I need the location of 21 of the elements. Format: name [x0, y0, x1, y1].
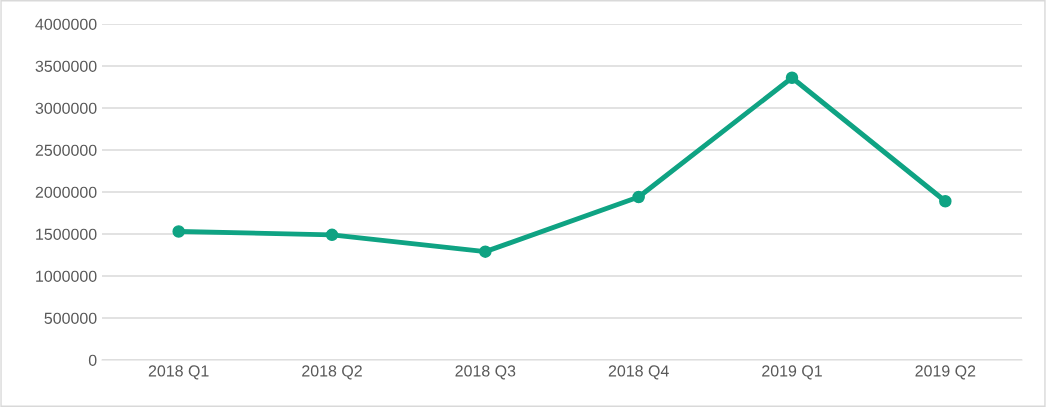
y-tick-label: 2500000	[35, 144, 97, 156]
x-tick-label: 2018 Q1	[148, 365, 209, 380]
x-tick-label: 2019 Q2	[915, 365, 976, 380]
point	[325, 228, 339, 242]
y-tick-label: 3500000	[35, 60, 97, 72]
y-tick-label: 3000000	[35, 102, 97, 114]
point	[479, 245, 492, 258]
x-tick-label: 2018 Q2	[302, 365, 362, 380]
y-tick-label: 2000000	[35, 186, 97, 198]
x-tick-label: 2018 Q4	[608, 365, 669, 380]
y-tick-label: 1500000	[36, 228, 97, 240]
point	[172, 225, 185, 238]
point	[632, 190, 645, 204]
x-tick-label: 2019 Q1	[762, 365, 822, 380]
y-tick-label: 0	[88, 354, 97, 366]
point	[939, 194, 952, 208]
y-tick-label: 4000000	[35, 18, 97, 30]
y-tick-label: 500000	[44, 312, 97, 324]
y-tick-label: 1000000	[36, 270, 97, 282]
point	[785, 71, 799, 85]
x-tick-label: 2018 Q3	[455, 365, 516, 380]
